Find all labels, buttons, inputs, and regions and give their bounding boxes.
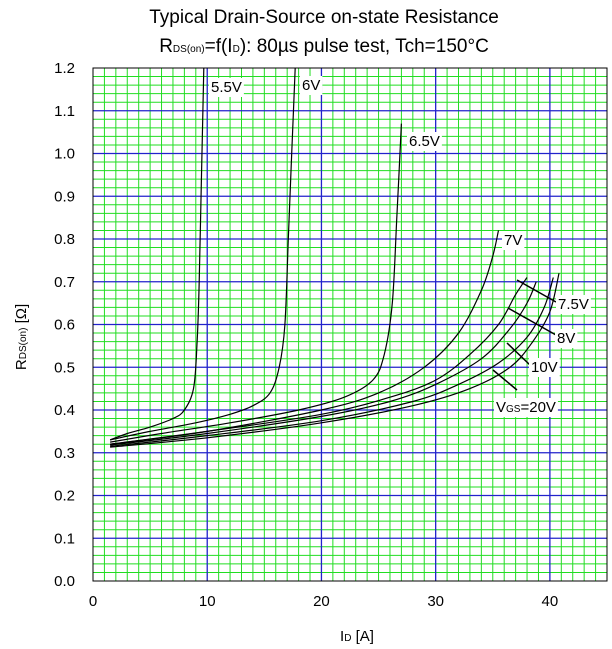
series-line bbox=[109, 123, 402, 443]
curve-label: 7V bbox=[504, 232, 522, 249]
label-leaders bbox=[492, 279, 557, 391]
y-tick-label: 0.5 bbox=[54, 359, 75, 376]
curve-label: 8V bbox=[557, 330, 575, 347]
label-leader-line bbox=[506, 342, 531, 366]
curve-label-background bbox=[407, 132, 442, 151]
y-tick-label: 0.2 bbox=[54, 488, 75, 505]
x-label-main: I bbox=[340, 628, 344, 645]
subtitle-r-sub: DS(on) bbox=[173, 44, 205, 55]
curve-label-background bbox=[209, 78, 244, 97]
series-line bbox=[109, 67, 205, 441]
x-tick-label: 30 bbox=[427, 593, 444, 610]
y-tick-labels: 0.0 0.1 0.2 0.3 0.4 0.5 0.6 0.7 0.8 0.9 1.0 1.1 1.2 bbox=[54, 60, 75, 590]
x-tick-labels: 0 10 20 30 40 bbox=[89, 593, 558, 610]
y-tick-label: 1.1 bbox=[54, 103, 75, 120]
curve-label: 6.5V bbox=[409, 133, 440, 150]
y-tick-label: 0.4 bbox=[54, 402, 75, 419]
y-tick-label: 1.2 bbox=[54, 60, 75, 77]
chart-subtitle: RDS(on)=f(ID): 80µs pulse test, Tch=150°… bbox=[159, 36, 489, 57]
series-line bbox=[110, 281, 537, 446]
x-label-rest: [A] bbox=[351, 628, 374, 645]
series-line bbox=[110, 277, 554, 447]
curve-label-background bbox=[556, 295, 591, 314]
plot-frame bbox=[92, 67, 608, 582]
x-label-sub: D bbox=[344, 633, 351, 644]
y-tick-label: 0.1 bbox=[54, 530, 75, 547]
curve-label: 10V bbox=[531, 359, 558, 376]
chart-title: Typical Drain-Source on-state Resistance bbox=[149, 7, 499, 28]
x-tick-label: 0 bbox=[89, 593, 97, 610]
curve-labels: 5.5V 6V 6.5V 7V 7.5V 8V 10V VGS=20V bbox=[209, 76, 591, 417]
curve-label-background bbox=[502, 231, 525, 250]
series-line bbox=[110, 277, 528, 445]
y-tick-label: 0.9 bbox=[54, 188, 75, 205]
curve-label: 5.5V bbox=[211, 79, 242, 96]
y-label-rest: [Ω] bbox=[13, 304, 30, 328]
curve-label: 6V bbox=[302, 77, 320, 94]
y-tick-label: 1.0 bbox=[54, 146, 75, 163]
subtitle-r: R bbox=[159, 36, 173, 57]
y-axis-label: RDS(on) [Ω] bbox=[13, 304, 30, 370]
series-line bbox=[110, 273, 560, 448]
y-tick-label: 0.8 bbox=[54, 231, 75, 248]
x-tick-label: 40 bbox=[542, 593, 559, 610]
y-tick-label: 0.6 bbox=[54, 317, 75, 334]
y-label-sub: DS(on) bbox=[18, 328, 29, 360]
curve-label-background bbox=[494, 398, 558, 417]
label-leader-line bbox=[492, 369, 518, 391]
subtitle-mid: =f(I bbox=[205, 36, 233, 57]
curve-label: VGS=20V bbox=[496, 399, 556, 416]
curve-label-background bbox=[555, 329, 578, 348]
y-label-main: R bbox=[13, 359, 30, 370]
series-line bbox=[109, 67, 296, 441]
curve-label: 7.5V bbox=[558, 296, 589, 313]
label-leader-line bbox=[516, 279, 557, 303]
curves bbox=[109, 67, 560, 448]
label-leader-line bbox=[507, 307, 557, 336]
x-axis-label: ID [A] bbox=[340, 628, 374, 645]
curve-label-background bbox=[300, 76, 323, 95]
y-tick-label: 0.0 bbox=[54, 573, 75, 590]
x-tick-label: 20 bbox=[313, 593, 330, 610]
y-tick-label: 0.3 bbox=[54, 445, 75, 462]
curve-label-background bbox=[529, 358, 560, 377]
subtitle-mid-sub: D bbox=[233, 44, 240, 55]
x-tick-label: 10 bbox=[199, 593, 216, 610]
subtitle-rest: ): 80µs pulse test, Tch=150°C bbox=[240, 36, 489, 57]
y-tick-label: 0.7 bbox=[54, 274, 75, 291]
